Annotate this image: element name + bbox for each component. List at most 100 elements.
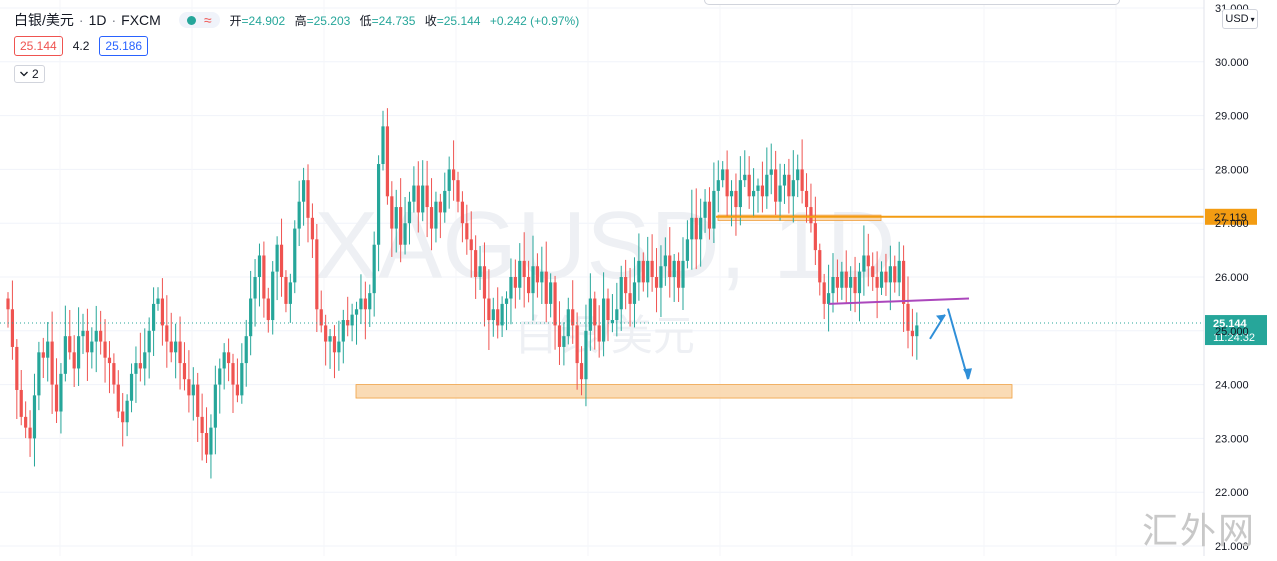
bid-ask-row: 25.144 4.2 25.186 — [14, 36, 149, 56]
candle-body — [597, 325, 601, 342]
candle-body — [337, 341, 341, 353]
candle-body — [151, 303, 156, 331]
candle-body — [196, 384, 200, 417]
candle-body — [213, 384, 217, 428]
candle-body — [526, 277, 531, 294]
candle-body — [787, 174, 791, 197]
candle-body — [809, 207, 813, 224]
open-label: 开 — [229, 13, 242, 28]
annotation-overlays: 27.119 25.144 11:24:32 — [0, 208, 1267, 380]
candle-body — [624, 277, 628, 294]
candle-body — [116, 384, 120, 412]
candle-body — [244, 336, 248, 364]
last-price-tag — [1205, 315, 1267, 346]
price-tick-label: 25.000 — [1215, 326, 1249, 338]
candle-body — [363, 298, 367, 310]
candle-body — [112, 363, 116, 385]
candle-body — [319, 309, 323, 326]
candle-body — [654, 277, 659, 288]
candle-body — [429, 207, 434, 229]
candle-body — [262, 255, 266, 299]
candle-body — [412, 185, 416, 202]
candle-body — [601, 298, 606, 342]
candle-body — [513, 277, 517, 288]
candle-body — [191, 384, 195, 396]
support-zone — [355, 384, 1013, 399]
candle-body — [853, 277, 857, 294]
low-label: 低 — [359, 13, 372, 28]
candle-body — [804, 190, 809, 208]
candle-body — [482, 266, 487, 299]
price-tick-label: 22.000 — [1215, 487, 1249, 499]
resistance-price-label: 27.119 — [1214, 212, 1247, 224]
candle-body — [328, 336, 332, 342]
indicators-toggle-button[interactable]: 2 — [14, 65, 45, 83]
price-tick-label: 24.000 — [1215, 380, 1249, 392]
candle-body — [716, 180, 720, 191]
candle-body — [240, 363, 244, 396]
arrow-head-icon — [963, 368, 972, 380]
candle-body — [204, 433, 209, 455]
candle-body — [381, 126, 385, 165]
candle-body — [690, 217, 694, 240]
purple-trendline — [828, 297, 970, 305]
candle-body — [15, 346, 19, 390]
candle-body — [46, 341, 50, 358]
candle-body — [743, 174, 747, 181]
legend-header: 白银/美元 · 1D · FXCM ≈ 开=24.902 高=25.203 低=… — [14, 10, 585, 30]
candle-body — [90, 341, 94, 353]
candle-body — [491, 309, 495, 321]
candle-body — [76, 336, 81, 369]
candle-body — [871, 266, 875, 277]
candle-body — [650, 260, 654, 277]
candle-body — [478, 266, 482, 277]
candle-body — [553, 282, 557, 326]
price-tick-label: 27.000 — [1215, 218, 1249, 230]
candle-body — [915, 325, 919, 337]
candle-body — [50, 341, 54, 385]
candle-body — [341, 320, 345, 342]
candle-body — [699, 217, 703, 240]
candle-body — [68, 336, 72, 353]
candle-body — [297, 201, 301, 229]
bid-price-button[interactable]: 25.144 — [14, 36, 63, 56]
candle-body — [147, 330, 151, 353]
candle-body — [663, 255, 667, 267]
candle-body — [844, 271, 848, 288]
chevron-down-icon: ▾ — [1250, 14, 1255, 24]
candle-body — [59, 373, 63, 412]
interval-label[interactable]: 1D — [88, 12, 107, 28]
price-tick-label: 29.000 — [1215, 111, 1249, 123]
candle-body — [200, 416, 204, 434]
candle-body — [862, 255, 866, 272]
candle-body — [438, 201, 442, 213]
symbol-name[interactable]: 白银/美元 — [14, 12, 74, 28]
candle-body — [826, 293, 831, 304]
candle-body — [901, 260, 906, 304]
candle-body — [813, 223, 817, 251]
projection-down-arrow — [947, 308, 969, 380]
candle-body — [535, 266, 540, 283]
ask-price-button[interactable]: 25.186 — [99, 36, 149, 56]
candle-body — [271, 271, 275, 321]
status-pill[interactable]: ≈ — [178, 12, 220, 28]
candle-body — [796, 169, 800, 181]
candle-body — [350, 314, 354, 326]
candle-body — [182, 363, 187, 380]
ohlc-values: 开=24.902 高=25.203 低=24.735 收=25.144 +0.2… — [230, 12, 586, 29]
candle-body — [782, 174, 787, 186]
candle-body — [857, 271, 862, 294]
candle-body — [879, 271, 884, 288]
candle-body — [685, 239, 690, 261]
currency-select[interactable]: USD ▾ — [1222, 9, 1258, 29]
candle-body — [465, 223, 469, 240]
candle-body — [376, 164, 381, 245]
candle-body — [222, 352, 226, 369]
candle-body — [284, 277, 288, 304]
candle-body — [24, 416, 28, 428]
candle-body — [721, 169, 725, 181]
candle-body — [694, 217, 698, 240]
candle-body — [399, 207, 403, 245]
